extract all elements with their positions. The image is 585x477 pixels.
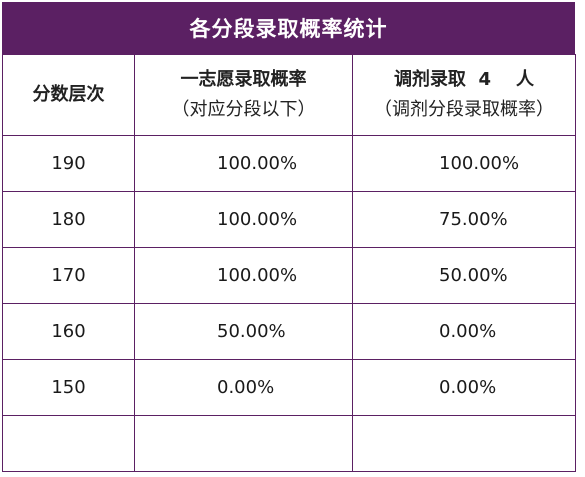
adjusted-cell: 75.00%	[352, 191, 576, 248]
header-row: 分数层次 一志愿录取概率 （对应分段以下） 调剂录取 4 人 （调剂分段录取概率…	[2, 54, 576, 136]
table-row: 160 50.00% 0.00%	[2, 303, 576, 360]
table-row: 190 100.00% 100.00%	[2, 135, 576, 192]
table-title: 各分段录取概率统计	[2, 2, 575, 54]
header-score-level: 分数层次	[2, 54, 135, 136]
first-choice-cell: 100.00%	[134, 135, 353, 192]
header-first-choice-line1: 一志愿录取概率	[180, 69, 307, 90]
adjusted-cell: 50.00%	[352, 247, 576, 304]
table-row: 180 100.00% 75.00%	[2, 191, 576, 248]
score-cell: 190	[2, 135, 135, 192]
adjusted-cell: 0.00%	[352, 359, 576, 416]
score-cell: 160	[2, 303, 135, 360]
first-choice-cell: 50.00%	[134, 303, 353, 360]
header-adjusted-line1: 调剂录取 4 人	[393, 69, 535, 90]
probability-table: 分数层次 一志愿录取概率 （对应分段以下） 调剂录取 4 人 （调剂分段录取概率…	[2, 54, 576, 472]
score-cell	[2, 415, 135, 472]
score-cell: 170	[2, 247, 135, 304]
header-adjusted-line2: （调剂分段录取概率）	[374, 99, 554, 120]
score-cell: 180	[2, 191, 135, 248]
first-choice-cell: 0.00%	[134, 359, 353, 416]
table-row: 170 100.00% 50.00%	[2, 247, 576, 304]
adjusted-cell: 100.00%	[352, 135, 576, 192]
header-score-level-label: 分数层次	[32, 84, 105, 105]
header-first-choice: 一志愿录取概率 （对应分段以下）	[134, 54, 353, 136]
table-row-empty	[2, 415, 576, 472]
adjusted-cell	[352, 415, 576, 472]
header-adjusted: 调剂录取 4 人 （调剂分段录取概率）	[352, 54, 576, 136]
table-row: 150 0.00% 0.00%	[2, 359, 576, 416]
header-first-choice-line2: （对应分段以下）	[171, 99, 316, 120]
adjusted-cell: 0.00%	[352, 303, 576, 360]
first-choice-cell	[134, 415, 353, 472]
first-choice-cell: 100.00%	[134, 191, 353, 248]
score-cell: 150	[2, 359, 135, 416]
first-choice-cell: 100.00%	[134, 247, 353, 304]
